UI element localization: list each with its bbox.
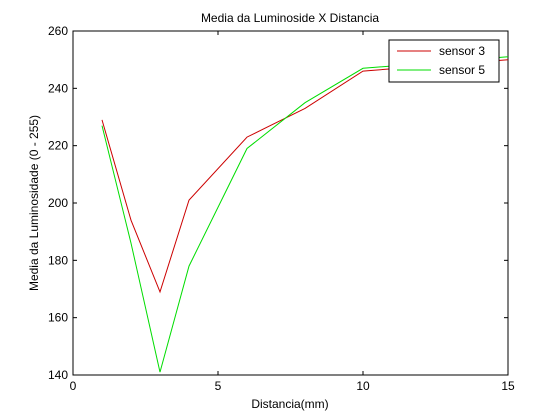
y-tick-label: 240 bbox=[48, 81, 68, 95]
chart-title: Media da Luminoside X Distancia bbox=[201, 11, 379, 25]
plot-frame bbox=[72, 30, 509, 376]
legend-label: sensor 3 bbox=[439, 44, 485, 58]
y-tick-label: 220 bbox=[48, 139, 68, 153]
series-line-2 bbox=[101, 56, 509, 373]
series-lines bbox=[101, 56, 509, 373]
legend: sensor 3 sensor 5 bbox=[388, 39, 500, 83]
y-tick-label: 160 bbox=[48, 311, 68, 325]
y-axis-title: Media da Luminosidade (0 - 255) bbox=[27, 115, 41, 291]
x-tick-label: 15 bbox=[501, 379, 515, 393]
x-tick-label: 0 bbox=[70, 379, 77, 393]
y-tick-label: 260 bbox=[48, 24, 68, 38]
y-tick-label: 180 bbox=[48, 253, 68, 267]
y-tick-label: 140 bbox=[48, 368, 68, 382]
x-tick-label: 10 bbox=[356, 379, 370, 393]
legend-label: sensor 5 bbox=[439, 63, 485, 77]
x-axis-title: Distancia(mm) bbox=[251, 397, 328, 411]
plot-area bbox=[72, 30, 509, 376]
y-tick-label: 200 bbox=[48, 196, 68, 210]
legend-box bbox=[388, 39, 500, 83]
ticks: 0 5 10 15 140 160 180 200 220 240 260 bbox=[48, 24, 515, 393]
series-line-1 bbox=[101, 59, 509, 294]
x-tick-label: 5 bbox=[215, 379, 222, 393]
